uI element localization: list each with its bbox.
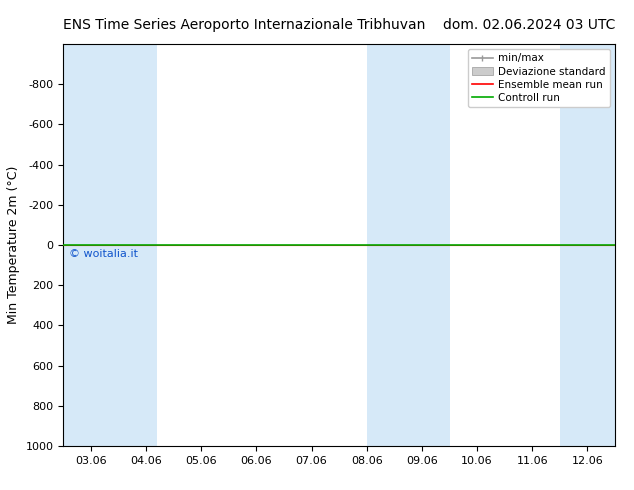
Text: dom. 02.06.2024 03 UTC: dom. 02.06.2024 03 UTC [443, 18, 615, 32]
Bar [63, 44, 157, 446]
Bar [560, 44, 634, 446]
Bar [366, 44, 450, 446]
Legend: min/max, Deviazione standard, Ensemble mean run, Controll run: min/max, Deviazione standard, Ensemble m… [468, 49, 610, 107]
Y-axis label: Min Temperature 2m (°C): Min Temperature 2m (°C) [7, 166, 20, 324]
Text: ENS Time Series Aeroporto Internazionale Tribhuvan: ENS Time Series Aeroporto Internazionale… [63, 18, 426, 32]
Text: © woitalia.it: © woitalia.it [69, 249, 138, 259]
